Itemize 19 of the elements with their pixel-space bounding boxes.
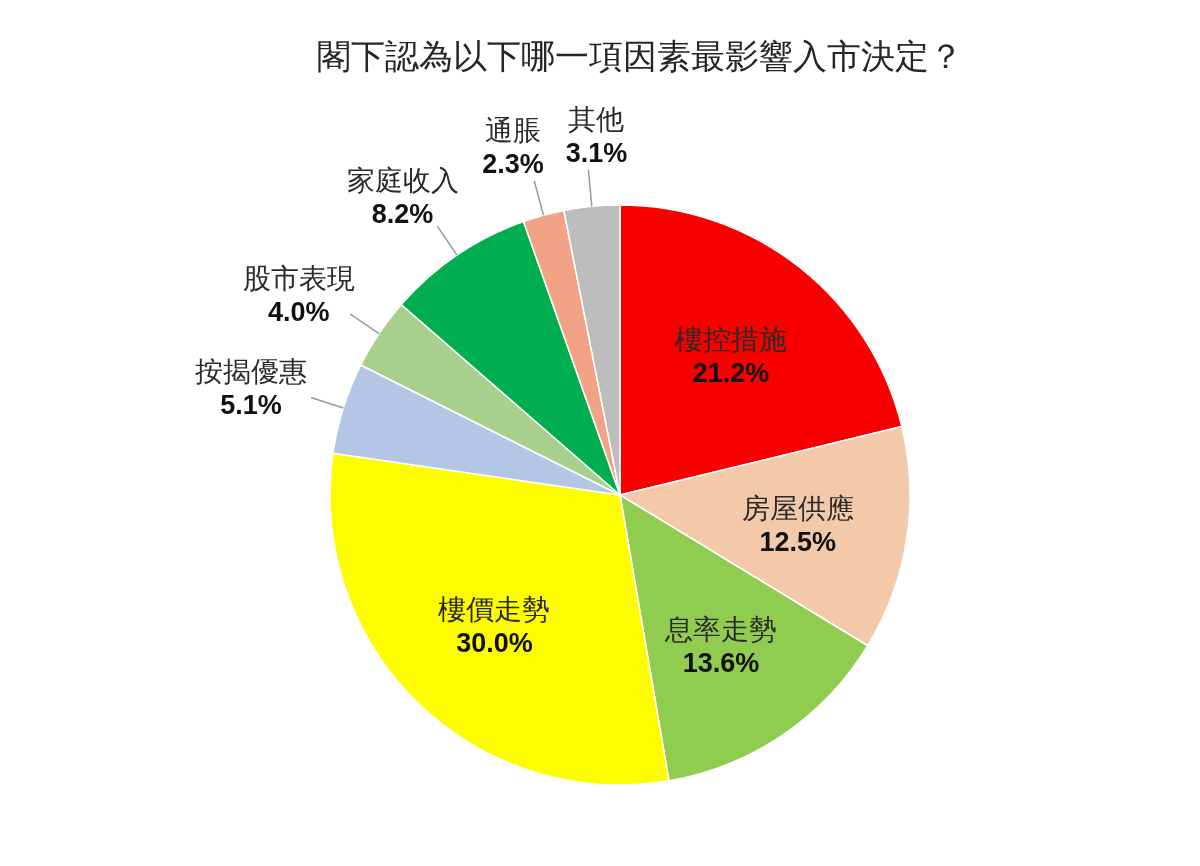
slice-label: 按揭優惠 xyxy=(195,355,308,389)
data-label: 12.5% xyxy=(759,526,836,557)
data-label: 8.2% xyxy=(371,198,434,229)
slice-label: 家庭收入 xyxy=(346,163,459,197)
data-label: 2.3% xyxy=(482,149,544,180)
slice-label: 樓價走勢 xyxy=(438,592,551,626)
chart-title: 閣下認為以下哪一項因素最影響入市決定？ xyxy=(317,36,963,76)
slice-label: 息率走勢 xyxy=(664,612,778,646)
data-label: 3.1% xyxy=(565,137,628,168)
slice-label: 股市表現 xyxy=(242,261,355,295)
data-label: 4.0% xyxy=(267,296,330,327)
slice-label: 其他 xyxy=(568,102,625,136)
slice-label: 樓控措施 xyxy=(675,322,788,356)
data-label: 5.1% xyxy=(220,390,282,421)
data-label: 21.2% xyxy=(692,357,770,388)
slice-label: 通脹 xyxy=(484,114,541,148)
data-label: 13.6% xyxy=(682,647,760,678)
slice-label: 房屋供應 xyxy=(741,491,854,525)
data-label: 30.0% xyxy=(456,627,533,658)
